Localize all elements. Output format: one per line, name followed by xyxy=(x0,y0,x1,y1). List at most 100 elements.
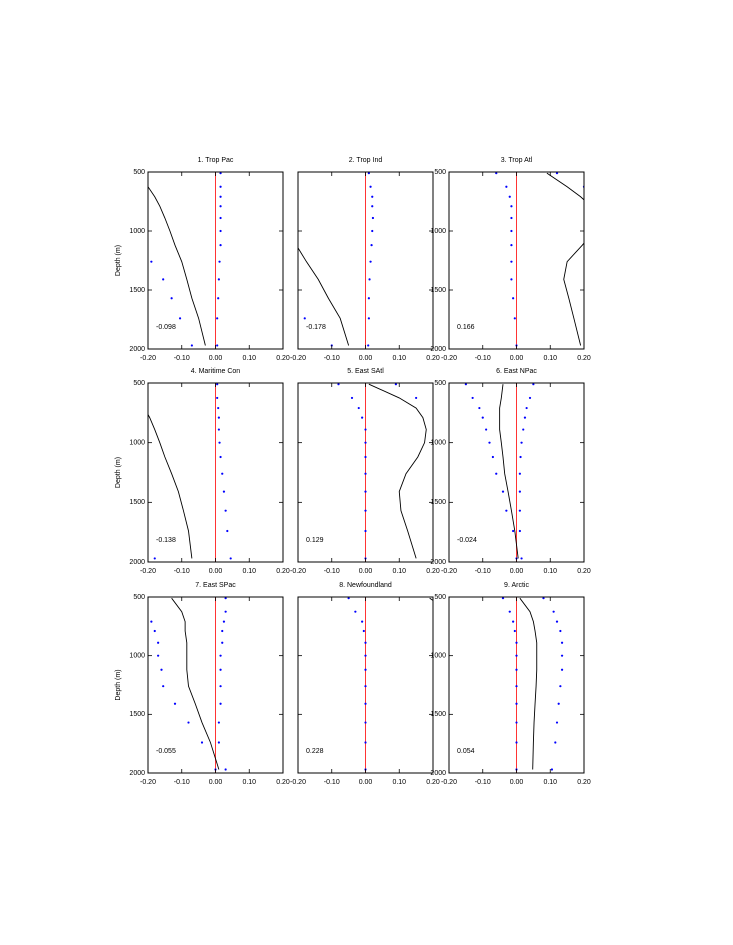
profile-dot xyxy=(219,685,222,688)
y-tick-label: 1000 xyxy=(129,228,145,235)
profile-dot xyxy=(495,172,498,175)
panel-title: 1. Trop Pac xyxy=(198,157,234,164)
panel-annotation: 0.054 xyxy=(457,748,475,755)
profile-dot xyxy=(364,668,367,671)
panel-annotation: -0.055 xyxy=(156,748,176,755)
profile-dot xyxy=(367,344,370,347)
y-tick-label: 1000 xyxy=(430,228,446,235)
profile-dot xyxy=(217,741,220,744)
panel-title: 4. Maritime Con xyxy=(191,368,241,375)
x-tick-label: 0.20 xyxy=(577,568,591,575)
profile-dot xyxy=(491,455,494,459)
profile-dot xyxy=(216,317,219,320)
y-tick-label: 2000 xyxy=(129,559,145,566)
profile-dot xyxy=(187,721,190,724)
profile-dot xyxy=(550,768,554,771)
profile-dot xyxy=(505,509,508,512)
y-tick-label: 2000 xyxy=(430,559,446,566)
x-tick-label: -0.10 xyxy=(324,568,340,575)
profile-dot xyxy=(221,641,224,644)
profile-dot xyxy=(170,297,173,300)
profile-dot xyxy=(150,260,153,263)
profile-dot xyxy=(510,205,513,208)
panel: -0.20 -0.10 0.00 0.10 0.20 500 1000 1500 2000 4. … xyxy=(115,368,290,575)
profile-dot xyxy=(515,641,518,644)
profile-dot xyxy=(157,641,160,644)
y-tick-label: 2000 xyxy=(430,770,446,777)
profile-dot xyxy=(226,529,229,533)
profile-dot xyxy=(217,428,220,431)
profile-dot xyxy=(219,654,222,657)
profile-dot xyxy=(552,610,555,613)
profile-dot xyxy=(364,455,367,459)
profile-dot xyxy=(173,702,177,705)
profile-dot xyxy=(525,406,528,410)
profile-line xyxy=(171,597,220,770)
y-tick-label: 1500 xyxy=(129,287,145,294)
profile-dot xyxy=(501,597,505,600)
x-tick-label: 0.10 xyxy=(392,355,406,362)
x-tick-label: -0.20 xyxy=(441,355,457,362)
profile-dot xyxy=(515,668,518,671)
profile-dot xyxy=(229,557,232,560)
x-tick-label: -0.20 xyxy=(441,779,457,786)
profile-dot xyxy=(364,654,367,657)
panel: -0.20 -0.10 0.00 0.10 0.20 500 1000 1500 2000 6. … xyxy=(430,368,590,575)
profile-dot xyxy=(153,557,156,560)
profile-dot xyxy=(369,185,372,188)
profile-dot xyxy=(471,396,474,400)
profile-dot xyxy=(364,702,367,705)
profile-dot xyxy=(518,490,521,493)
x-tick-label: 0.20 xyxy=(276,779,290,786)
x-tick-label: 0.10 xyxy=(242,779,256,786)
x-tick-label: 0.20 xyxy=(276,568,290,575)
panel-annotation: -0.138 xyxy=(156,537,176,544)
profile-dot xyxy=(157,654,160,657)
profile-dot xyxy=(178,317,182,320)
panel: -0.20 -0.10 0.00 0.10 0.20 8. Newfoundland 0.2… xyxy=(290,582,440,786)
profile-dot xyxy=(510,229,513,233)
x-tick-label: -0.10 xyxy=(174,568,190,575)
y-tick-label: 1500 xyxy=(129,711,145,718)
profile-dot xyxy=(224,610,227,613)
profile-dot xyxy=(515,685,518,688)
y-axis-label: Depth (m) xyxy=(115,245,122,276)
profile-dot xyxy=(200,741,204,744)
y-tick-label: 2000 xyxy=(129,346,145,353)
profile-dot xyxy=(361,620,364,623)
profile-dot xyxy=(510,260,513,263)
profile-dot xyxy=(559,685,562,688)
y-tick-label: 500 xyxy=(434,380,446,387)
profile-dot xyxy=(560,641,564,644)
y-tick-label: 500 xyxy=(133,169,145,176)
profile-dot xyxy=(488,441,491,444)
profile-dot xyxy=(219,195,222,198)
x-tick-label: 0.00 xyxy=(209,779,223,786)
x-tick-label: -0.20 xyxy=(140,355,156,362)
profile-dot xyxy=(560,654,564,657)
y-tick-label: 1500 xyxy=(430,499,446,506)
y-tick-label: 500 xyxy=(133,594,145,601)
profile-dot xyxy=(364,441,367,444)
profile-dot xyxy=(464,383,467,386)
y-axis-label: Depth (m) xyxy=(115,457,122,488)
profile-dot xyxy=(559,629,562,633)
x-tick-label: 0.10 xyxy=(392,568,406,575)
profile-line xyxy=(298,247,350,346)
profile-dot xyxy=(515,702,518,705)
profile-dot xyxy=(217,297,220,300)
panel-annotation: 0.129 xyxy=(306,537,324,544)
x-tick-label: -0.10 xyxy=(324,779,340,786)
plot-area xyxy=(501,597,564,773)
panel: -0.20 -0.10 0.00 0.10 0.20 500 1000 1500 2000 1. … xyxy=(115,157,290,362)
profile-dot xyxy=(369,260,372,263)
x-tick-label: -0.20 xyxy=(290,779,306,786)
profile-dot xyxy=(364,721,367,724)
profile-dot xyxy=(515,721,518,724)
panel-annotation: 0.166 xyxy=(457,324,475,331)
y-tick-label: 1000 xyxy=(129,653,145,660)
profile-dot xyxy=(160,668,163,671)
profile-dot xyxy=(528,396,532,400)
profile-dot xyxy=(303,317,306,320)
